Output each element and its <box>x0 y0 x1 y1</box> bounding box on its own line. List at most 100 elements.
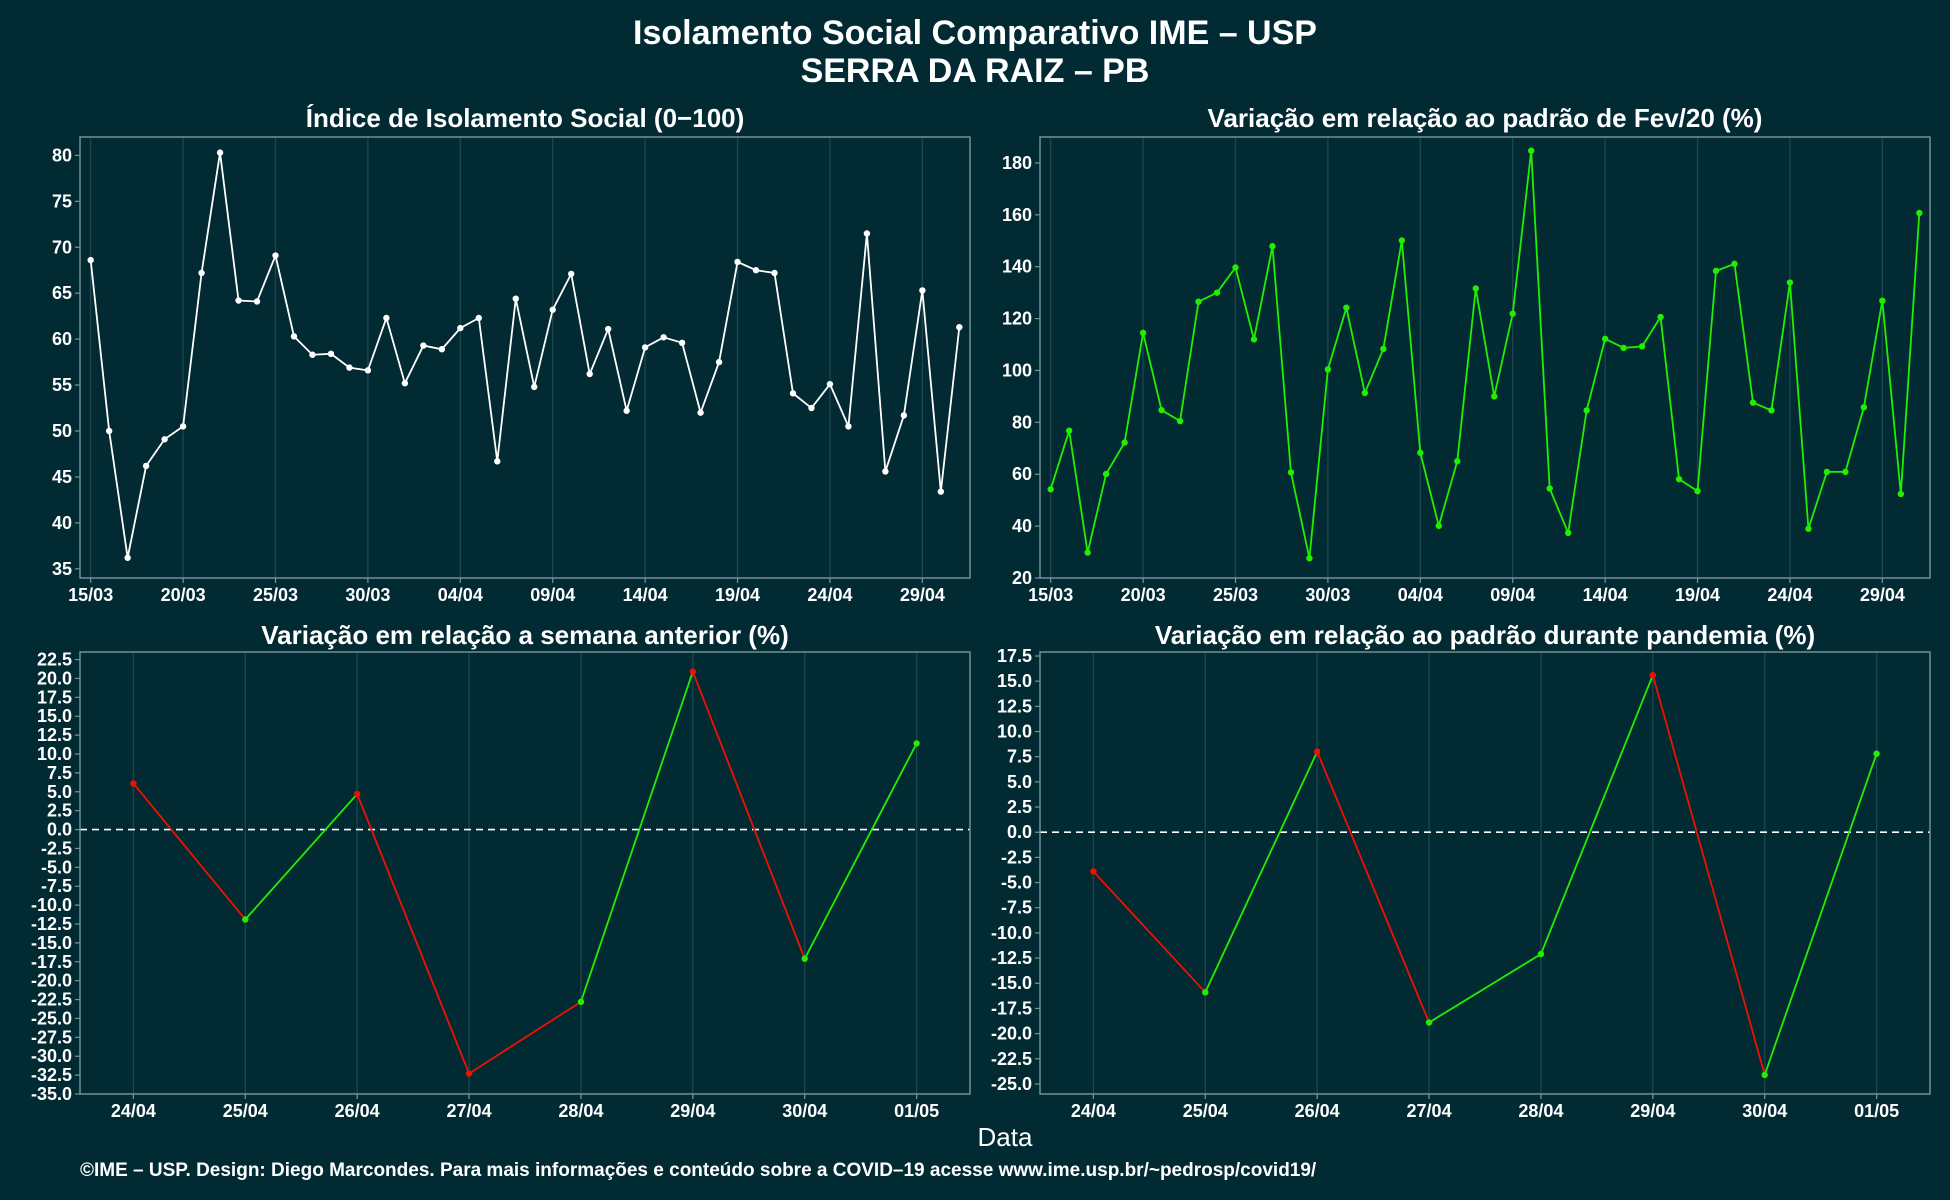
data-point <box>179 423 187 430</box>
x-tick-label: 25/03 <box>1213 585 1258 605</box>
data-point <box>1472 285 1479 292</box>
data-point <box>1417 449 1424 456</box>
data-point <box>1195 298 1202 305</box>
data-point <box>641 344 649 351</box>
data-point <box>919 287 926 294</box>
y-tick-label: 10.0 <box>37 744 72 764</box>
x-tick-label: 24/04 <box>807 585 852 605</box>
x-tick-label: 29/04 <box>1630 1101 1675 1121</box>
data-point <box>568 270 575 278</box>
y-tick-label: 55 <box>52 375 72 395</box>
y-tick-label: 5.0 <box>47 782 72 802</box>
x-tick-label: 29/04 <box>900 585 945 605</box>
x-tick-label: 15/03 <box>68 585 113 605</box>
data-point <box>1090 868 1097 875</box>
data-point <box>1102 470 1110 478</box>
data-point <box>1916 209 1923 217</box>
series-segment <box>1428 953 1542 1024</box>
data-point <box>734 258 741 266</box>
y-tick-label: 60 <box>1012 464 1032 484</box>
data-point <box>364 367 372 374</box>
data-point <box>130 780 137 787</box>
y-tick-label: 5.0 <box>1007 772 1032 792</box>
panel-variation-pandemic-pattern: Variação em relação ao padrão durante pa… <box>991 620 1931 1121</box>
data-point <box>438 346 446 353</box>
data-point <box>198 269 205 277</box>
x-tick-label: 25/03 <box>253 585 298 605</box>
data-point <box>660 334 667 341</box>
y-tick-label: -22.5 <box>31 990 72 1010</box>
data-point <box>1873 750 1880 757</box>
y-tick-label: -27.5 <box>31 1027 72 1047</box>
data-point <box>327 350 335 358</box>
y-tick-label: 2.5 <box>47 801 72 821</box>
data-point <box>346 364 353 371</box>
data-point <box>1176 417 1184 425</box>
data-point <box>105 427 113 435</box>
y-tick-label: -2.5 <box>1001 847 1032 867</box>
y-tick-label: 0.0 <box>1007 822 1032 842</box>
data-point <box>383 314 390 322</box>
y-tick-label: 0.0 <box>47 820 72 840</box>
x-tick-label: 19/04 <box>715 585 760 605</box>
y-tick-label: 45 <box>52 467 72 487</box>
data-point <box>290 333 298 340</box>
data-point <box>801 955 808 962</box>
data-point <box>475 314 482 322</box>
data-point <box>956 323 963 331</box>
x-tick-label: 26/04 <box>335 1101 380 1121</box>
data-point <box>808 404 815 412</box>
y-tick-label: -10.0 <box>31 895 72 915</box>
data-point <box>1564 529 1572 537</box>
data-point <box>531 383 538 391</box>
y-tick-label: 7.5 <box>1007 747 1032 767</box>
data-point <box>309 351 316 358</box>
y-tick-label: 15.0 <box>37 706 72 726</box>
x-tick-label: 30/04 <box>782 1101 827 1121</box>
x-tick-label: 20/03 <box>1121 585 1166 605</box>
x-tick-label: 20/03 <box>161 585 206 605</box>
data-point <box>623 407 630 414</box>
y-tick-label: -17.5 <box>31 952 72 972</box>
x-tick-label: 29/04 <box>670 1101 715 1121</box>
plot-frame <box>1039 651 1931 1095</box>
y-tick-label: 20.0 <box>37 668 72 688</box>
data-point <box>900 412 908 419</box>
data-point <box>242 916 249 923</box>
data-point <box>1065 427 1073 434</box>
y-tick-label: -15.0 <box>991 973 1032 993</box>
y-tick-label: 80 <box>1012 412 1032 432</box>
data-point <box>1269 243 1276 250</box>
x-tick-label: 28/04 <box>558 1101 603 1121</box>
panel-title: Variação em relação ao padrão de Fev/20 … <box>1208 103 1763 133</box>
data-point <box>1638 343 1646 350</box>
y-tick-label: -17.5 <box>991 998 1032 1018</box>
x-tick-label: 24/04 <box>1071 1101 1116 1121</box>
x-tick-label: 25/04 <box>1183 1101 1228 1121</box>
x-tick-label: 30/03 <box>1305 585 1350 605</box>
series-segment <box>1316 751 1430 1023</box>
data-point <box>1324 366 1332 373</box>
data-point <box>1620 344 1627 352</box>
caption: ©IME – USP. Design: Diego Marcondes. Par… <box>80 1160 1317 1181</box>
data-point <box>1657 313 1664 321</box>
y-tick-label: 12.5 <box>997 696 1032 716</box>
y-tick-label: -22.5 <box>991 1049 1032 1069</box>
data-point <box>272 252 279 259</box>
data-point <box>1306 555 1313 562</box>
y-tick-label: -7.5 <box>41 876 72 896</box>
y-tick-label: 17.5 <box>997 646 1032 666</box>
x-tick-label: 15/03 <box>1028 585 1073 605</box>
data-point <box>1897 490 1905 498</box>
data-point <box>1313 748 1321 755</box>
data-point <box>1287 469 1295 476</box>
data-point <box>586 370 593 378</box>
data-point <box>1250 336 1258 343</box>
series-segment <box>580 671 694 1003</box>
y-tick-label: -10.0 <box>991 923 1032 943</box>
x-tick-label: 29/04 <box>1860 585 1905 605</box>
data-point <box>913 740 920 747</box>
series-segment <box>1092 870 1206 993</box>
panel-isolation-index: Índice de Isolamento Social (0−100) 15/03… <box>52 103 971 605</box>
